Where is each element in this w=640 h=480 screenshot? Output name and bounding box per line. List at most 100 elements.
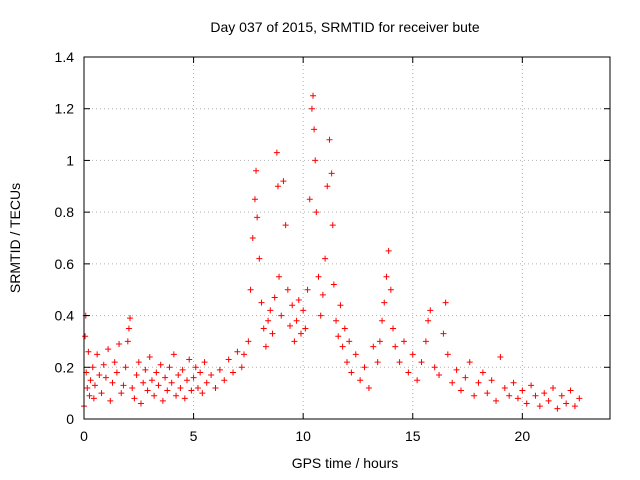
data-point [284,286,291,293]
y-tick-label: 0 [66,411,74,427]
data-point [116,341,123,348]
data-point [84,384,91,391]
data-point [379,317,386,324]
data-point [109,379,116,386]
data-point [317,312,324,319]
data-point [324,183,331,190]
data-point [225,356,232,363]
data-point [280,178,287,185]
data-point [122,364,129,371]
data-point [493,397,500,404]
data-point [105,346,112,353]
y-tick-label: 0.4 [55,308,75,324]
data-point [179,366,186,373]
data-point [519,387,526,394]
data-point [203,379,210,386]
data-point [304,286,311,293]
data-point [282,222,289,229]
data-point [576,395,583,402]
data-point [267,307,274,314]
data-point [352,351,359,358]
data-point [140,379,147,386]
data-point [312,157,319,164]
data-point [124,338,131,345]
data-point [287,322,294,329]
data-point [159,397,166,404]
data-point [442,299,449,306]
data-point [146,353,153,360]
data-point [558,392,565,399]
data-point [153,369,160,376]
data-point [102,374,109,381]
data-point [186,356,193,363]
plot-frame [83,56,611,420]
data-point [310,92,317,99]
data-point [238,364,245,371]
data-point [89,364,96,371]
data-point [348,369,355,376]
data-point [177,384,184,391]
data-point [514,395,521,402]
x-tick-label: 0 [80,428,88,444]
data-point [265,317,272,324]
data-point [554,405,561,412]
data-point [87,377,94,384]
chart-title: Day 037 of 2015, SRMTID for receiver but… [210,19,479,35]
data-point [297,330,304,337]
data-point [431,364,438,371]
data-point [148,377,155,384]
data-point [409,351,416,358]
data-point [400,338,407,345]
data-point [271,294,278,301]
data-point [414,377,421,384]
data-point [157,361,164,368]
data-point [164,387,171,394]
data-point [466,359,473,366]
data-point [506,392,513,399]
data-point [436,372,443,379]
data-point [175,372,182,379]
data-point [208,372,215,379]
data-point [361,364,368,371]
data-point [162,374,169,381]
data-point [269,330,276,337]
data-point [137,400,144,407]
data-point [254,214,261,221]
data-point [274,183,281,190]
data-point [166,364,173,371]
y-axis-label: SRMTID / TECUs [7,183,23,293]
axis-ticks: 0 5 10 15 20 0 0.2 0.4 0.6 0.8 1 1.2 1.4 [55,49,610,444]
data-point [144,387,151,394]
data-point [256,255,263,262]
data-point [170,351,177,358]
data-point [107,397,114,404]
data-point [142,366,149,373]
data-point [444,351,451,358]
data-point [216,366,223,373]
data-point [273,149,280,156]
data-point [247,286,254,293]
grid-lines [84,57,610,419]
data-point [453,366,460,373]
data-point [563,400,570,407]
data-point [293,317,300,324]
data-point [240,351,247,358]
data-point [278,312,285,319]
data-point [550,384,557,391]
data-point [155,382,162,389]
data-point [365,384,372,391]
data-point [96,372,103,379]
data-point [291,338,298,345]
data-point [90,395,97,402]
data-point [357,377,364,384]
data-point [488,377,495,384]
data-point [100,361,107,368]
data-point [390,325,397,332]
data-point [541,390,548,397]
x-tick-label: 20 [515,428,531,444]
data-point [422,338,429,345]
data-point [135,359,142,366]
data-point [230,369,237,376]
data-point [133,372,140,379]
data-point [245,338,252,345]
